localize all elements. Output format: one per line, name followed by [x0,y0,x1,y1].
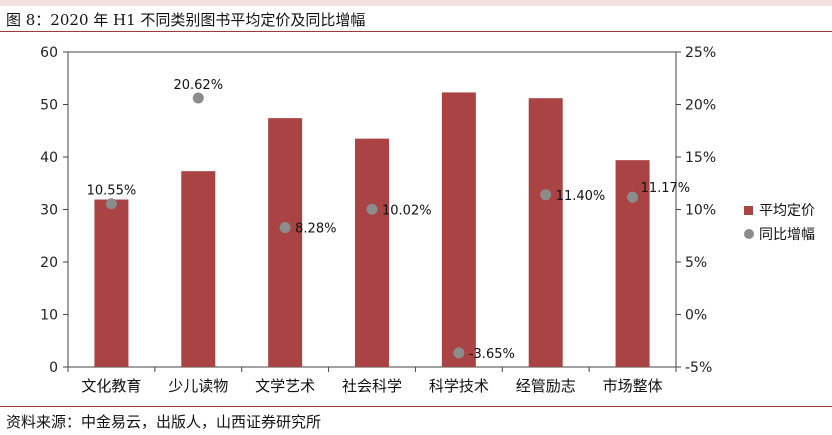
bar-3 [268,118,303,368]
growth-dot-4 [366,203,378,215]
legend-item-growth: 同比增幅 [744,222,815,246]
growth-data-label: 10.55% [87,184,137,199]
chart: 0 10 20 30 40 50 60 -5% 0% 5% 10% 15% 20% 25% 文化教育 少儿读物… [40,45,716,395]
y-left-tick-label: 40 [40,150,58,166]
x-category-label: 文化教育 [81,377,141,395]
bar-1 [94,199,129,367]
growth-data-label: -3.65% [469,347,515,362]
legend-label-price: 平均定价 [759,203,815,219]
growth-dot-1 [105,198,117,210]
y-right-tick-label: -5% [685,360,712,376]
bar-4 [355,138,389,367]
y-right-tick-label: 20% [685,98,716,114]
source-note: 资料来源：中金易云，出版人，山西证券研究所 [6,413,322,431]
y-right-tick-label: 5% [685,255,707,271]
x-category-label: 文学艺术 [255,377,315,395]
title-bar: 图 8：2020 年 H1 不同类别图书平均定价及同比增幅 [0,6,832,32]
growth-data-label: 20.62% [173,78,223,93]
legend-item-price: 平均定价 [744,198,815,222]
y-left-tick-label: 30 [40,203,58,219]
y-left-tick-label: 60 [40,45,58,61]
figure-title: 图 8：2020 年 H1 不同类别图书平均定价及同比增幅 [6,11,366,29]
y-left-tick-label: 20 [40,255,58,271]
x-category-label: 市场整体 [603,377,663,395]
legend-swatch-price [744,205,753,215]
y-left-tick-label: 0 [49,360,58,376]
growth-dot-5 [453,347,465,359]
top-band [0,0,832,6]
bar-2 [181,171,216,367]
y-right-tick-label: 25% [685,45,716,61]
x-category-label: 科学技术 [429,377,489,395]
y-right-tick-label: 15% [685,150,716,166]
growth-dot-7 [627,191,639,203]
y-right-tick-label: 10% [685,203,716,219]
bar-6 [528,98,563,367]
growth-data-label: 10.02% [382,203,432,218]
growth-dot-3 [279,222,291,234]
growth-dot-6 [540,189,552,201]
growth-data-label: 11.17% [641,181,691,196]
x-category-label: 少儿读物 [168,377,228,395]
footer-bar: 资料来源：中金易云，出版人，山西证券研究所 [0,406,832,435]
bar-5 [441,92,476,368]
growth-dot-2 [192,92,204,104]
growth-data-label: 11.40% [556,189,606,204]
x-category-label: 经管励志 [516,377,576,395]
y-left-tick-label: 10 [40,308,58,324]
y-left-tick-label: 50 [40,98,58,114]
legend: 平均定价 同比增幅 [744,198,815,246]
legend-swatch-growth [744,229,754,239]
legend-label-growth: 同比增幅 [759,227,815,243]
y-right-tick-label: 0% [685,308,707,324]
growth-data-label: 8.28% [295,222,336,237]
x-category-label: 社会科学 [342,377,402,395]
